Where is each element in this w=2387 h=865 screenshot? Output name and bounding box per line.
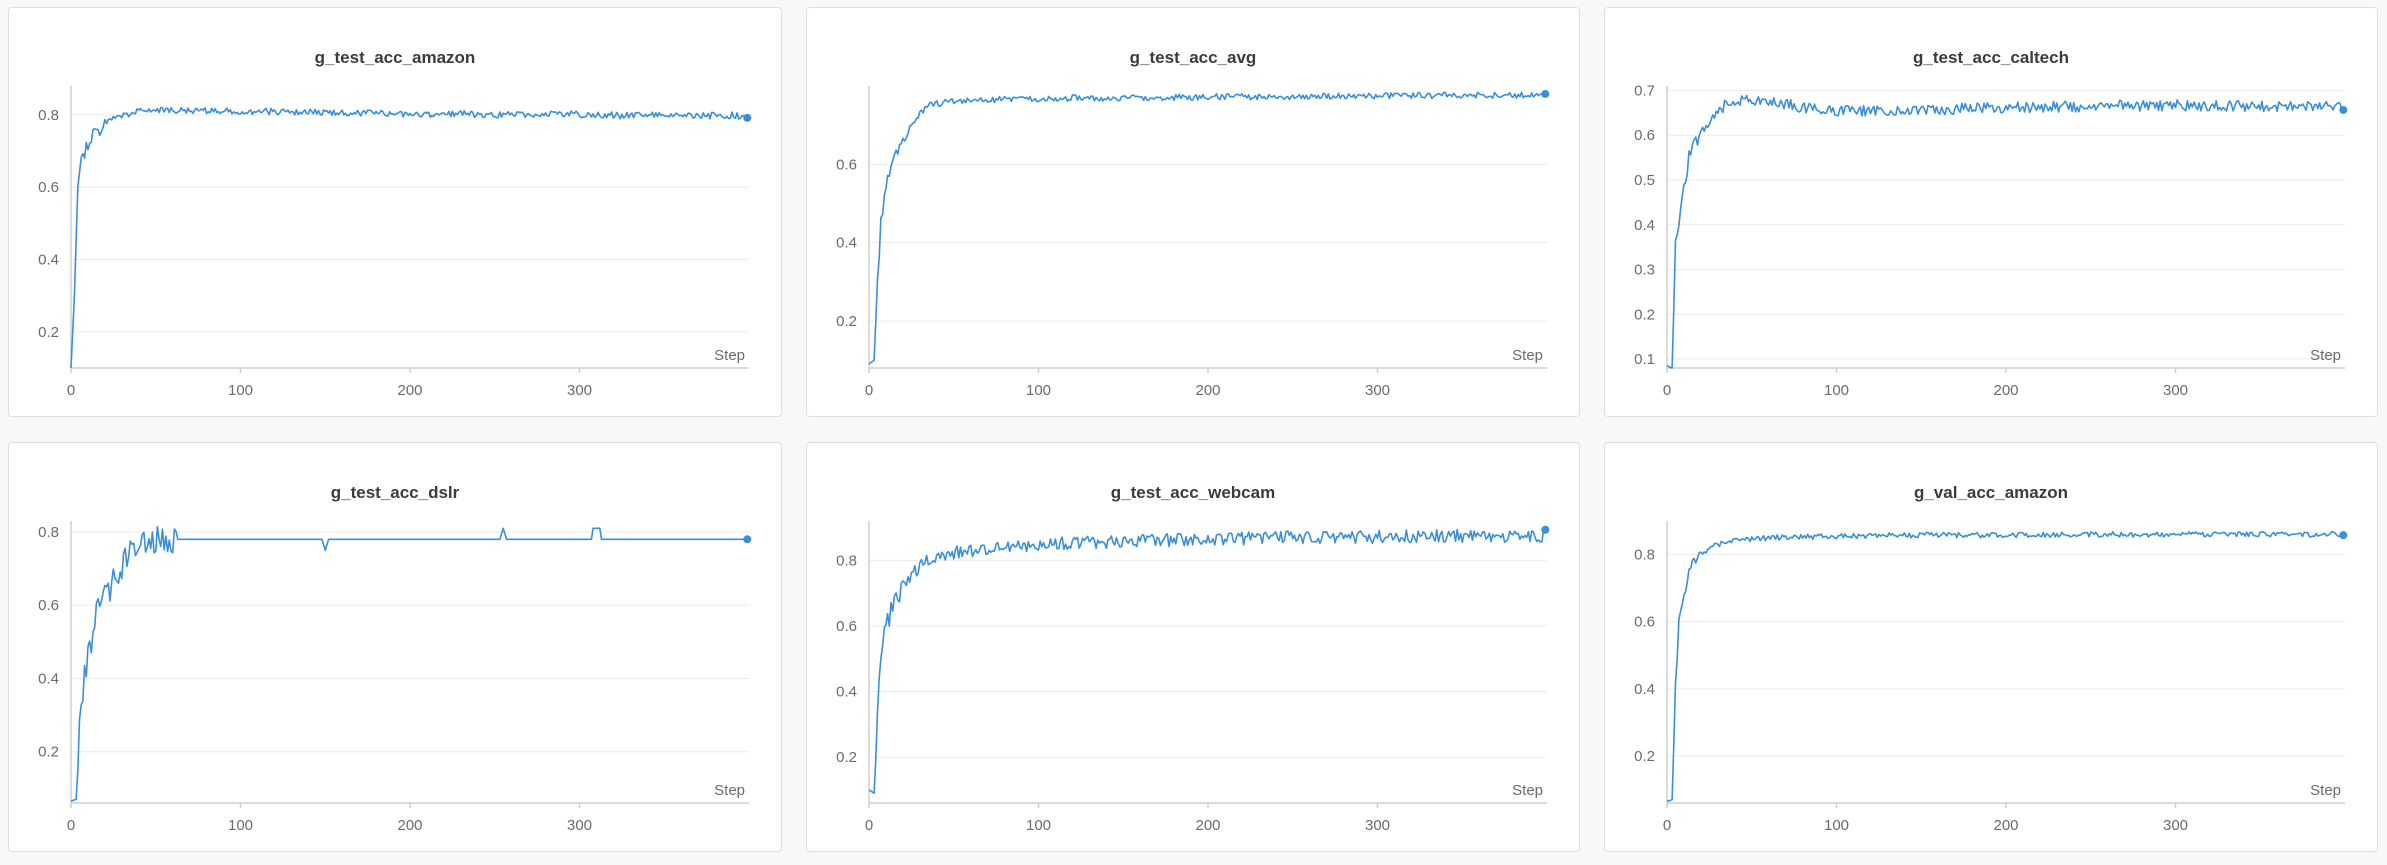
y-tick-label: 0.6	[1634, 127, 1655, 144]
chart-title: g_val_acc_amazon	[1913, 483, 2069, 502]
y-tick-label: 0.2	[836, 749, 857, 766]
x-tick-label: 300	[1365, 382, 1390, 399]
x-tick-label: 200	[397, 817, 422, 834]
x-tick-label: 100	[228, 382, 253, 399]
chart-panel[interactable]: g_test_acc_dslr 0.2 0.4 0.6 0.8 0 100 200 300 Ste…	[8, 442, 782, 852]
x-tick-label: 300	[567, 382, 592, 399]
y-tick-label: 0.6	[38, 597, 59, 614]
x-tick-label: 100	[1824, 382, 1849, 399]
series-line[interactable]	[1666, 94, 2344, 369]
x-axis-label: Step	[2310, 782, 2341, 799]
x-tick-label: 0	[865, 817, 873, 834]
x-tick-label: 200	[1993, 817, 2018, 834]
y-tick-label: 0.2	[1634, 306, 1655, 323]
x-tick-label: 0	[67, 382, 75, 399]
line-chart: 0.2 0.4 0.6 0.8 0 100 200 300 Step	[836, 521, 1550, 834]
x-tick-label: 100	[1026, 382, 1051, 399]
series-line[interactable]	[868, 91, 1546, 365]
y-tick-label: 0.1	[1634, 351, 1655, 368]
y-tick-label: 0.4	[1634, 681, 1655, 698]
line-chart: 0.2 0.4 0.6 0.8 0 100 200 300 Step	[38, 86, 752, 399]
chart-title: g_test_acc_caltech	[1913, 48, 2069, 67]
series-endpoint-marker	[1541, 89, 1550, 98]
line-chart: 0.2 0.4 0.6 0.8 0 100 200 300 Step	[38, 521, 752, 834]
x-axis-label: Step	[1512, 347, 1543, 364]
series-line[interactable]	[70, 106, 748, 369]
series-endpoint-marker	[1541, 525, 1550, 534]
y-tick-label: 0.4	[38, 252, 59, 269]
chart-panel[interactable]: g_test_acc_caltech 0.1 0.2 0.3 0.4 0.5 0.6 0.7 0…	[1604, 7, 2378, 417]
y-tick-label: 0.6	[38, 179, 59, 196]
y-tick-label: 0.2	[836, 313, 857, 330]
x-axis-label: Step	[2310, 347, 2341, 364]
chart-title: g_test_acc_dslr	[330, 483, 460, 502]
x-tick-label: 100	[228, 817, 253, 834]
x-tick-label: 0	[67, 817, 75, 834]
y-tick-label: 0.6	[836, 156, 857, 173]
series-endpoint-marker	[743, 113, 752, 122]
series-endpoint-marker	[743, 535, 752, 544]
y-tick-label: 0.8	[836, 552, 857, 569]
y-tick-label: 0.2	[38, 744, 59, 761]
x-axis-label: Step	[714, 347, 745, 364]
x-tick-label: 300	[567, 817, 592, 834]
y-tick-label: 0.5	[1634, 172, 1655, 189]
chart-panel[interactable]: g_test_acc_avg 0.2 0.4 0.6 0 100 200 300 Step	[806, 7, 1580, 417]
x-tick-label: 200	[1993, 382, 2018, 399]
x-tick-label: 100	[1026, 817, 1051, 834]
chart-panel[interactable]: g_val_acc_amazon 0.2 0.4 0.6 0.8 0 100 200 300 St…	[1604, 442, 2378, 852]
x-tick-label: 0	[1663, 382, 1671, 399]
y-tick-label: 0.6	[836, 618, 857, 635]
line-chart: 0.2 0.4 0.6 0.8 0 100 200 300 Step	[1634, 521, 2348, 834]
chart-title: g_test_acc_webcam	[1110, 483, 1276, 502]
line-chart: 0.2 0.4 0.6 0 100 200 300 Step	[836, 86, 1550, 399]
x-tick-label: 300	[2163, 817, 2188, 834]
y-tick-label: 0.4	[836, 684, 857, 701]
x-tick-label: 100	[1824, 817, 1849, 834]
x-axis-label: Step	[714, 782, 745, 799]
x-axis-label: Step	[1512, 782, 1543, 799]
line-chart: 0.1 0.2 0.3 0.4 0.5 0.6 0.7 0 100 200 300 Step	[1634, 82, 2348, 399]
chart-title: g_test_acc_avg	[1129, 48, 1257, 67]
series-line[interactable]	[868, 528, 1546, 794]
y-tick-label: 0.2	[38, 324, 59, 341]
y-tick-label: 0.8	[38, 107, 59, 124]
y-tick-label: 0.4	[38, 670, 59, 687]
series-line[interactable]	[1666, 531, 2344, 803]
series-endpoint-marker	[2339, 105, 2348, 114]
y-tick-label: 0.4	[836, 235, 857, 252]
y-tick-label: 0.7	[1634, 82, 1655, 99]
y-tick-label: 0.8	[38, 524, 59, 541]
chart-title: g_test_acc_amazon	[314, 48, 476, 67]
x-tick-label: 300	[2163, 382, 2188, 399]
x-tick-label: 300	[1365, 817, 1390, 834]
x-tick-label: 200	[397, 382, 422, 399]
y-tick-label: 0.2	[1634, 748, 1655, 765]
y-tick-label: 0.6	[1634, 614, 1655, 631]
series-line[interactable]	[70, 525, 748, 802]
chart-panel[interactable]: g_test_acc_amazon 0.2 0.4 0.6 0.8 0 100 200 300 S…	[8, 7, 782, 417]
x-tick-label: 200	[1195, 817, 1220, 834]
x-tick-label: 200	[1195, 382, 1220, 399]
x-tick-label: 0	[865, 382, 873, 399]
y-tick-label: 0.4	[1634, 217, 1655, 234]
series-endpoint-marker	[2339, 531, 2348, 540]
y-tick-label: 0.8	[1634, 547, 1655, 564]
x-tick-label: 0	[1663, 817, 1671, 834]
chart-panel[interactable]: g_test_acc_webcam 0.2 0.4 0.6 0.8 0 100 200 300 S…	[806, 442, 1580, 852]
y-tick-label: 0.3	[1634, 262, 1655, 279]
